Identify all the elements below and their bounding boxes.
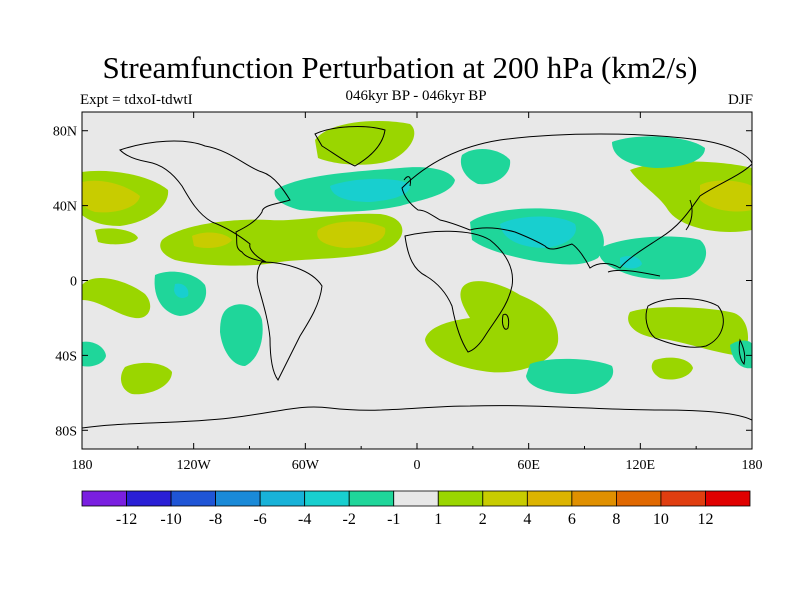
contour-fill (95, 228, 138, 245)
colorbar-swatch (526, 490, 573, 507)
colorbar-swatch (571, 490, 617, 507)
lat-label: 40S (55, 349, 77, 364)
greenland-coast (314, 126, 386, 167)
contour-fill (220, 304, 263, 366)
colorbar-swatch (393, 490, 439, 507)
contour-fill (315, 121, 415, 165)
australia-coast (645, 298, 724, 348)
colorbar-swatch (616, 490, 662, 507)
colorbar-swatch (170, 490, 216, 507)
colorbar-label: -8 (209, 511, 222, 528)
lon-label: 180 (742, 458, 763, 473)
colorbar-label: -4 (298, 511, 311, 528)
eurasia-coast (401, 133, 752, 269)
colorbar-label: 8 (612, 511, 620, 528)
colorbar-label: 1 (434, 511, 442, 528)
lon-label: 60W (292, 458, 320, 473)
contour-fill (651, 357, 693, 380)
lon-label: 120W (177, 458, 212, 473)
colorbar-label: -12 (116, 511, 137, 528)
lon-label: 120E (626, 458, 656, 473)
contour-fill (628, 307, 749, 356)
contour-fill (599, 236, 707, 280)
lon-label: 0 (414, 458, 421, 473)
colorbar-swatch (215, 490, 261, 507)
contour-fill (330, 178, 411, 202)
colorbar-swatch (304, 490, 350, 507)
contour-fill (500, 216, 576, 248)
period-label: 046kyr BP - 046kyr BP (345, 88, 487, 104)
coastlines (82, 126, 752, 429)
new-zealand-coast (738, 338, 746, 365)
map-axes: 80N 40N 0 40S 80S 180 120W 60W 0 60E 120E 180 (53, 112, 763, 473)
antarctica-coast (82, 405, 752, 429)
madagascar-coast (502, 313, 510, 330)
contour-fill (82, 180, 140, 213)
uk-coast (403, 176, 411, 187)
colorbar-swatch (81, 490, 127, 507)
colorbar-swatch (660, 490, 706, 507)
colorbar-label: -1 (387, 511, 400, 528)
contour-fill (630, 161, 752, 232)
colorbar-swatch (705, 490, 751, 507)
colorbar-label: 4 (523, 511, 531, 528)
contour-fill (82, 341, 106, 367)
colorbar-label: 6 (568, 511, 576, 528)
colorbar-label: 2 (479, 511, 487, 528)
africa-coast (404, 230, 514, 353)
colorbar-swatch (482, 490, 528, 507)
contour-fill (174, 283, 189, 298)
colorbar-swatch (259, 490, 306, 507)
colorbar-label: -10 (160, 511, 181, 528)
colorbar-swatch (437, 490, 484, 507)
lat-label: 80N (53, 125, 77, 140)
contour-fill (460, 148, 511, 185)
lon-label: 60E (517, 458, 540, 473)
colorbar-swatch (126, 490, 172, 507)
contour-fill (120, 362, 172, 395)
contour-fill (192, 232, 232, 248)
north-america-coast (119, 140, 291, 263)
colorbar-label: 12 (697, 511, 713, 528)
contour-fill (620, 256, 642, 269)
contour-fill (612, 136, 705, 168)
lat-label: 0 (70, 275, 77, 290)
indonesia-coast (607, 269, 661, 277)
season-label: DJF (727, 92, 753, 108)
colorbar-label: -2 (343, 511, 356, 528)
colorbar-label: 10 (653, 511, 669, 528)
experiment-label: Expt = tdxoI-tdwtI (80, 92, 193, 108)
contour-fill (730, 340, 752, 369)
colorbar: -12 -10 -8 -6 -4 -2 -1 1 2 4 6 8 10 12 (81, 490, 751, 528)
map-title: Streamfunction Perturbation at 200 hPa (… (102, 50, 698, 85)
contour-fills (82, 121, 752, 395)
colorbar-swatch (348, 490, 395, 507)
lat-label: 80S (55, 424, 77, 439)
south-america-coast (256, 261, 323, 381)
lat-label: 40N (53, 200, 77, 215)
contour-fill (526, 358, 614, 394)
lon-label: 180 (72, 458, 93, 473)
japan-coast (685, 199, 693, 231)
contour-fill (82, 278, 151, 319)
contour-fill (317, 221, 386, 248)
colorbar-label: -6 (253, 511, 266, 528)
